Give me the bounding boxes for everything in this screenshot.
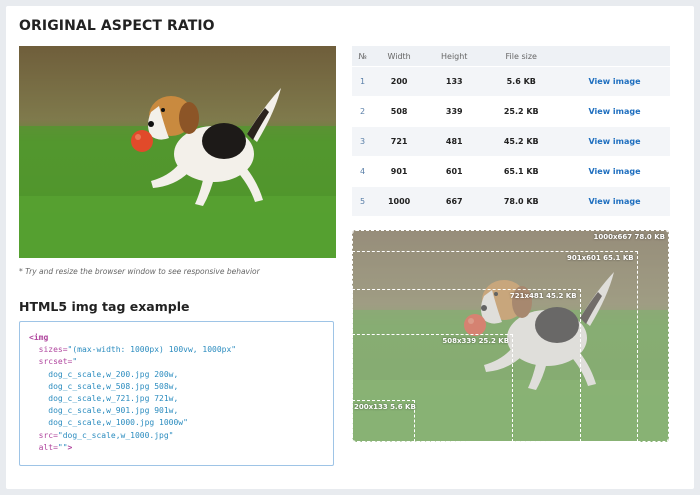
code-srcset-attr: srcset= bbox=[38, 357, 73, 367]
code-srcset-line: dog_c_scale,w_1000.jpg 1000w" bbox=[48, 418, 188, 428]
page-title: ORIGINAL ASPECT RATIO bbox=[19, 18, 215, 34]
header-width: Width bbox=[373, 46, 426, 67]
header-number: № bbox=[352, 46, 374, 67]
view-image-link[interactable]: View image bbox=[559, 96, 670, 127]
row-file-size: 65.1 KB bbox=[483, 156, 560, 187]
row-file-size: 45.2 KB bbox=[483, 126, 560, 157]
size-frame-label: 508x339 25.2 KB bbox=[442, 337, 510, 346]
row-width: 200 bbox=[373, 66, 426, 97]
image-sizes-table: № Width Height File size 1 200 133 5.6 K… bbox=[352, 46, 670, 216]
size-frame bbox=[352, 334, 514, 442]
code-section-title: HTML5 img tag example bbox=[19, 299, 190, 314]
responsive-sizes-preview: 1000x667 78.0 KB 901x601 65.1 KB 721x481 4… bbox=[352, 230, 669, 442]
row-file-size: 5.6 KB bbox=[483, 66, 560, 97]
preview-overlay bbox=[352, 230, 669, 442]
row-width: 721 bbox=[373, 126, 426, 157]
row-file-size: 25.2 KB bbox=[483, 96, 560, 127]
row-height: 601 bbox=[425, 156, 484, 187]
code-open-tag: <img bbox=[29, 333, 49, 342]
row-width: 901 bbox=[373, 156, 426, 187]
row-number: 2 bbox=[352, 96, 374, 127]
code-sizes-attr: sizes= bbox=[38, 345, 68, 355]
code-alt-attr: alt= bbox=[38, 442, 58, 452]
header-file-size: File size bbox=[483, 46, 560, 67]
table-header-row: № Width Height File size bbox=[352, 46, 670, 67]
table-row: 3 721 481 45.2 KB View image bbox=[352, 126, 670, 157]
code-srcset-line: dog_c_scale,w_721.jpg 721w, bbox=[48, 394, 179, 404]
row-number: 1 bbox=[352, 66, 374, 97]
header-height: Height bbox=[425, 46, 484, 67]
view-image-link[interactable]: View image bbox=[559, 66, 670, 97]
size-frame-label: 1000x667 78.0 KB bbox=[593, 233, 665, 241]
view-image-link[interactable]: View image bbox=[559, 186, 670, 216]
dog-photo bbox=[19, 46, 336, 258]
row-height: 339 bbox=[425, 96, 484, 127]
code-srcset-line: dog_c_scale,w_508.jpg 508w, bbox=[48, 381, 179, 391]
view-image-link[interactable]: View image bbox=[559, 156, 670, 187]
row-height: 481 bbox=[425, 126, 484, 157]
row-height: 133 bbox=[425, 66, 484, 97]
table-row: 5 1000 667 78.0 KB View image bbox=[352, 186, 670, 216]
dog-photo-image bbox=[19, 46, 336, 258]
header-link bbox=[559, 46, 670, 67]
size-frame-label: 901x601 65.1 KB bbox=[566, 253, 634, 262]
row-file-size: 78.0 KB bbox=[483, 186, 560, 216]
row-width: 508 bbox=[373, 96, 426, 127]
code-srcset-open: " bbox=[72, 357, 78, 367]
code-srcset-line: dog_c_scale,w_200.jpg 200w, bbox=[48, 369, 179, 379]
code-src-attr: src= bbox=[38, 430, 58, 440]
row-number: 5 bbox=[352, 186, 374, 216]
table-row: 2 508 339 25.2 KB View image bbox=[352, 96, 670, 127]
size-frame-label: 200x133 5.6 KB bbox=[354, 402, 416, 411]
row-number: 4 bbox=[352, 156, 374, 187]
responsive-note: * Try and resize the browser window to s… bbox=[19, 267, 260, 276]
table-row: 4 901 601 65.1 KB View image bbox=[352, 156, 670, 187]
code-example: <img sizes="(max-width: 1000px) 100vw, 1… bbox=[19, 321, 334, 466]
row-height: 667 bbox=[425, 186, 484, 216]
size-frame-label: 721x481 45.2 KB bbox=[509, 292, 577, 301]
table-row: 1 200 133 5.6 KB View image bbox=[352, 66, 670, 97]
view-image-link[interactable]: View image bbox=[559, 126, 670, 157]
row-number: 3 bbox=[352, 126, 374, 157]
code-close-tag: > bbox=[67, 442, 73, 452]
size-frame bbox=[352, 399, 416, 442]
row-width: 1000 bbox=[373, 186, 426, 216]
code-alt-value: "" bbox=[57, 442, 68, 452]
code-sizes-value: "(max-width: 1000px) 100vw, 1000px" bbox=[67, 345, 237, 355]
code-srcset-line: dog_c_scale,w_901.jpg 901w, bbox=[48, 406, 179, 416]
code-src-value: "dog_c_scale,w_1000.jpg" bbox=[57, 430, 174, 440]
